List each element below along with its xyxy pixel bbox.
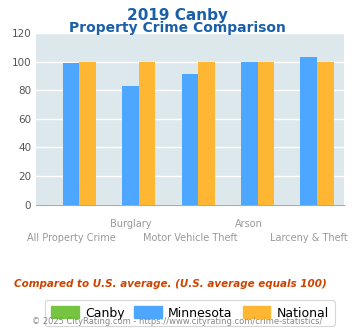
Text: 2019 Canby: 2019 Canby [127,8,228,23]
Bar [317,62,334,205]
Bar [258,62,274,205]
Text: Compared to U.S. average. (U.S. average equals 100): Compared to U.S. average. (U.S. average … [14,279,327,289]
Bar [122,86,139,205]
Bar [198,62,215,205]
Bar [80,62,96,205]
Text: Motor Vehicle Theft: Motor Vehicle Theft [143,233,237,243]
Bar [241,62,258,205]
Legend: Canby, Minnesota, National: Canby, Minnesota, National [45,300,335,326]
Text: Burglary: Burglary [110,219,151,229]
Text: © 2025 CityRating.com - https://www.cityrating.com/crime-statistics/: © 2025 CityRating.com - https://www.city… [32,317,323,326]
Bar [182,75,198,205]
Text: Property Crime Comparison: Property Crime Comparison [69,21,286,35]
Bar [300,57,317,205]
Text: Arson: Arson [235,219,263,229]
Text: All Property Crime: All Property Crime [27,233,115,243]
Bar [139,62,155,205]
Text: Larceny & Theft: Larceny & Theft [270,233,348,243]
Bar [63,63,80,205]
